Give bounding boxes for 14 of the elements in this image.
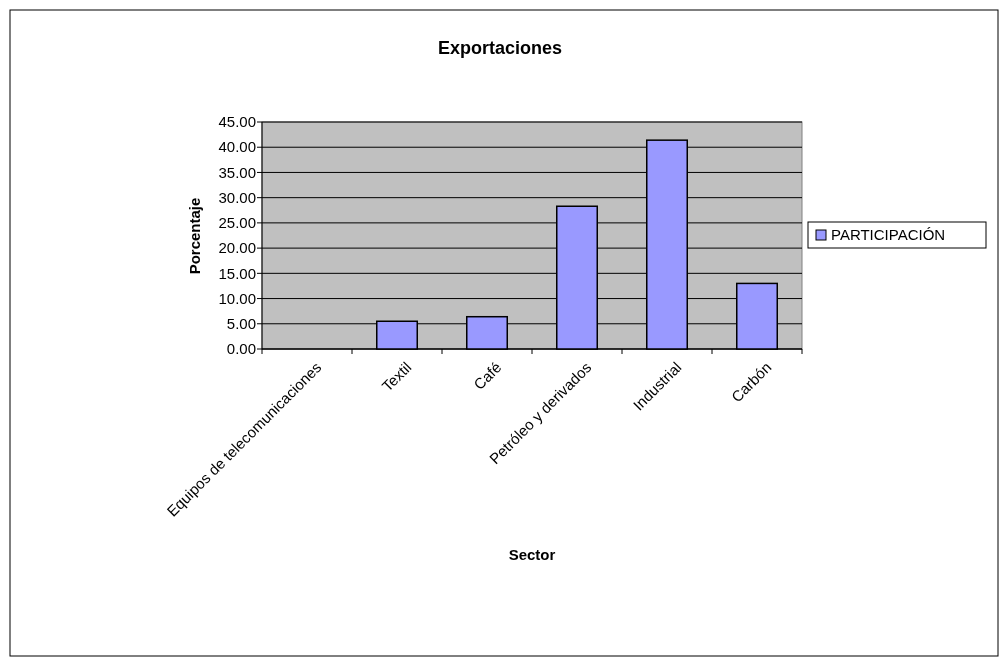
chart-title: Exportaciones <box>437 38 563 58</box>
legend-label: PARTICIPACIÓN <box>831 226 946 244</box>
y-tick-label: 30.00 <box>218 188 256 206</box>
y-tick-label: 15.00 <box>218 264 256 282</box>
y-tick-label: 45.00 <box>218 113 256 131</box>
y-tick-label: 40.00 <box>218 138 256 156</box>
y-tick-label: 35.00 <box>218 163 256 181</box>
x-axis-title: Sector <box>508 546 556 563</box>
y-tick-label: 10.00 <box>218 289 256 307</box>
y-tick-label: 0.00 <box>226 340 256 358</box>
y-tick-label: 5.00 <box>226 315 256 333</box>
y-tick-label: 20.00 <box>218 239 256 257</box>
y-tick-label: 25.00 <box>218 214 256 232</box>
y-axis-title: Porcentaje <box>186 197 203 275</box>
